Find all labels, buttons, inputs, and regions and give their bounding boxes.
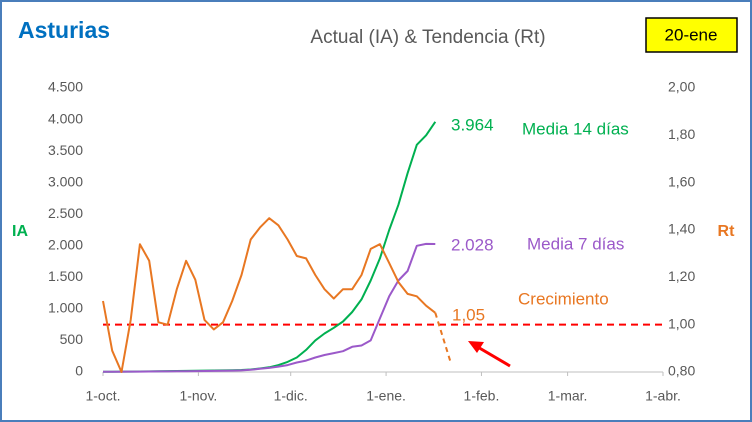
y2-tick-label: 1,00 [668,315,695,331]
y2-tick-label: 0,80 [668,363,695,379]
y-tick-label: 4.500 [48,79,83,95]
y-tick-label: 2.000 [48,236,83,252]
y2-axis-label: Rt [718,223,736,240]
legend-label: Media 7 días [527,234,624,253]
y-tick-label: 1.000 [48,300,83,316]
x-tick-label: 1-dic. [274,388,308,404]
y-tick-label: 500 [60,331,84,347]
date-box [645,17,738,53]
y-tick-label: 4.000 [48,110,83,126]
y-tick-label: 2.500 [48,205,83,221]
y2-tick-label: 1,20 [668,268,695,284]
y2-tick-label: 1,40 [668,221,695,237]
y-tick-label: 3.500 [48,142,83,158]
legend-label: Crecimiento [518,289,609,308]
value-label: 1,05 [452,305,485,324]
y-tick-label: 3.000 [48,173,83,189]
value-label: 2.028 [451,235,494,254]
region-title: Asturias [18,17,110,43]
arrow-head [468,341,484,353]
y-tick-label: 1.500 [48,268,83,284]
x-tick-label: 1-abr. [645,388,681,404]
value-label: 3.964 [451,115,494,134]
y2-tick-label: 1,80 [668,126,695,142]
x-tick-label: 1-feb. [464,388,500,404]
y2-tick-label: 1,60 [668,173,695,189]
x-tick-label: 1-nov. [179,388,217,404]
series-line [103,242,436,373]
y-tick-label: 0 [75,363,83,379]
series-line [102,217,436,373]
x-tick-label: 1-oct. [85,388,120,404]
arrow-shaft [475,344,511,368]
x-tick-label: 1-ene. [366,388,406,404]
chart-title: Actual (IA) & Tendencia (Rt) [310,27,545,48]
y2-tick-label: 2,00 [668,79,695,95]
legend-label: Media 14 días [522,119,629,138]
x-tick-label: 1-mar. [548,388,588,404]
date-label: 20-ene [665,25,718,44]
y-axis-label: IA [12,223,28,240]
